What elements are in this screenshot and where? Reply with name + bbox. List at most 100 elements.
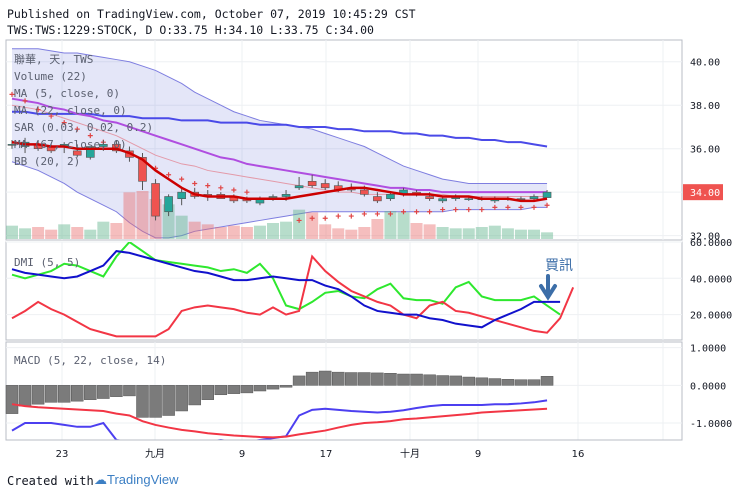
last-price-box <box>683 184 723 201</box>
volume-bar <box>123 192 136 239</box>
volume-bar <box>397 212 410 239</box>
macd-histogram-bar <box>462 376 475 386</box>
sar-dot <box>48 113 54 119</box>
macd-histogram-bar <box>71 385 84 402</box>
volume-bar <box>528 229 540 239</box>
sar-dot <box>361 211 367 217</box>
time-axis-label: 16 <box>572 449 585 460</box>
candle-body <box>72 150 82 156</box>
ma22-line <box>11 97 548 194</box>
candle-body <box>373 196 382 202</box>
macd-histogram-bar <box>305 371 319 386</box>
macd-histogram-bar <box>358 372 371 386</box>
sar-dot <box>166 172 172 178</box>
macd-histogram-bar <box>149 385 162 418</box>
volume-bar <box>97 221 110 239</box>
macd-histogram-bar <box>201 385 214 400</box>
candle-body <box>281 194 291 197</box>
candle-body <box>294 185 304 189</box>
sar-dot <box>544 202 550 208</box>
sar-dot <box>531 204 537 210</box>
volume-bar <box>58 224 71 239</box>
macd-histogram-bar <box>97 385 110 399</box>
price-legend-item: 聯華, 天, TWS <box>14 53 93 66</box>
candle-body <box>438 198 447 202</box>
macd-histogram-bar <box>540 376 554 386</box>
volume-bar <box>345 229 358 239</box>
volume-bar <box>201 224 214 239</box>
sar-dot <box>440 207 446 213</box>
macd-histogram-bar <box>345 372 358 386</box>
candle-body <box>86 146 95 158</box>
macd-histogram-bar <box>279 385 293 388</box>
macd-title: MACD (5, 22, close, 14) <box>14 354 166 367</box>
tv-cloud-icon: ☁ <box>94 472 107 487</box>
time-axis-label: 17 <box>320 449 333 460</box>
macd-histogram-bar <box>84 385 97 400</box>
dmi-axis-label: 60.0000 <box>690 238 732 249</box>
sar-dot <box>61 120 67 126</box>
volume-bar <box>188 221 201 239</box>
dmi-pane <box>5 241 683 341</box>
volume-bar <box>175 215 188 239</box>
dmi-line-di <box>11 254 575 338</box>
last-price-label: 34.00 <box>690 188 720 199</box>
sar-dot <box>466 207 472 213</box>
volume-bar <box>280 221 293 239</box>
time-axis-label: 23 <box>56 449 69 460</box>
macd-histogram-bar <box>214 385 228 396</box>
candle-body <box>177 191 186 199</box>
sar-dot <box>401 209 406 215</box>
dmi-axis-label: 40.0000 <box>690 274 732 285</box>
macd-axis-label: 0.0000 <box>690 381 726 392</box>
volume-bar <box>475 227 488 239</box>
volume-bar <box>501 228 514 239</box>
dmi-title: DMI (5, 5) <box>14 256 80 269</box>
volume-bar <box>488 225 501 239</box>
sar-dot <box>87 133 93 139</box>
volume-bar <box>253 225 266 239</box>
macd-histogram-bar <box>292 375 306 386</box>
sar-dot <box>479 207 485 213</box>
sar-dot <box>35 107 41 113</box>
volume-bar <box>514 229 527 239</box>
macd-histogram-bar <box>371 372 384 386</box>
macd-histogram-bar <box>384 373 397 386</box>
ma67-line <box>12 110 548 148</box>
tradingview-logo[interactable]: ☁TradingView <box>94 472 179 488</box>
candle-body <box>164 196 173 213</box>
volume-bar <box>162 204 175 239</box>
tradingview-brand: TradingView <box>107 472 179 487</box>
macd-histogram-bar <box>501 379 515 386</box>
macd-histogram-bar <box>240 385 254 394</box>
footer-created-with: Created with <box>7 474 94 488</box>
volume-bar <box>32 227 45 239</box>
bb-fill <box>12 48 548 238</box>
sar-dot <box>492 204 498 210</box>
sar-dot <box>22 98 28 104</box>
buy-signal-label: 買訊 <box>545 258 573 274</box>
volume-bar <box>267 223 279 239</box>
macd-histogram-bar <box>514 379 528 386</box>
sar-dot <box>244 189 250 195</box>
sar-dot <box>296 217 302 223</box>
sar-dot <box>192 180 198 186</box>
price-legend-item: SAR (0.03, 0.02, 0.2) <box>14 121 153 134</box>
volume-bar <box>71 227 84 239</box>
candle-body <box>138 157 147 182</box>
sar-dot <box>74 126 80 132</box>
candle-body <box>425 196 434 199</box>
sar-dot <box>427 209 433 215</box>
candle-body <box>99 144 108 147</box>
macd-histogram-bar <box>436 375 449 386</box>
volume-bar <box>110 223 123 239</box>
volume-bar <box>84 229 97 239</box>
volume-bar <box>319 224 332 239</box>
macd-histogram-bar <box>266 385 280 390</box>
bb-upper-line <box>12 48 548 184</box>
price-legend-item: MA (5, close, 0) <box>14 87 120 100</box>
sar-dot <box>387 211 393 217</box>
volume-bar <box>332 228 345 239</box>
candle-body <box>307 181 317 186</box>
